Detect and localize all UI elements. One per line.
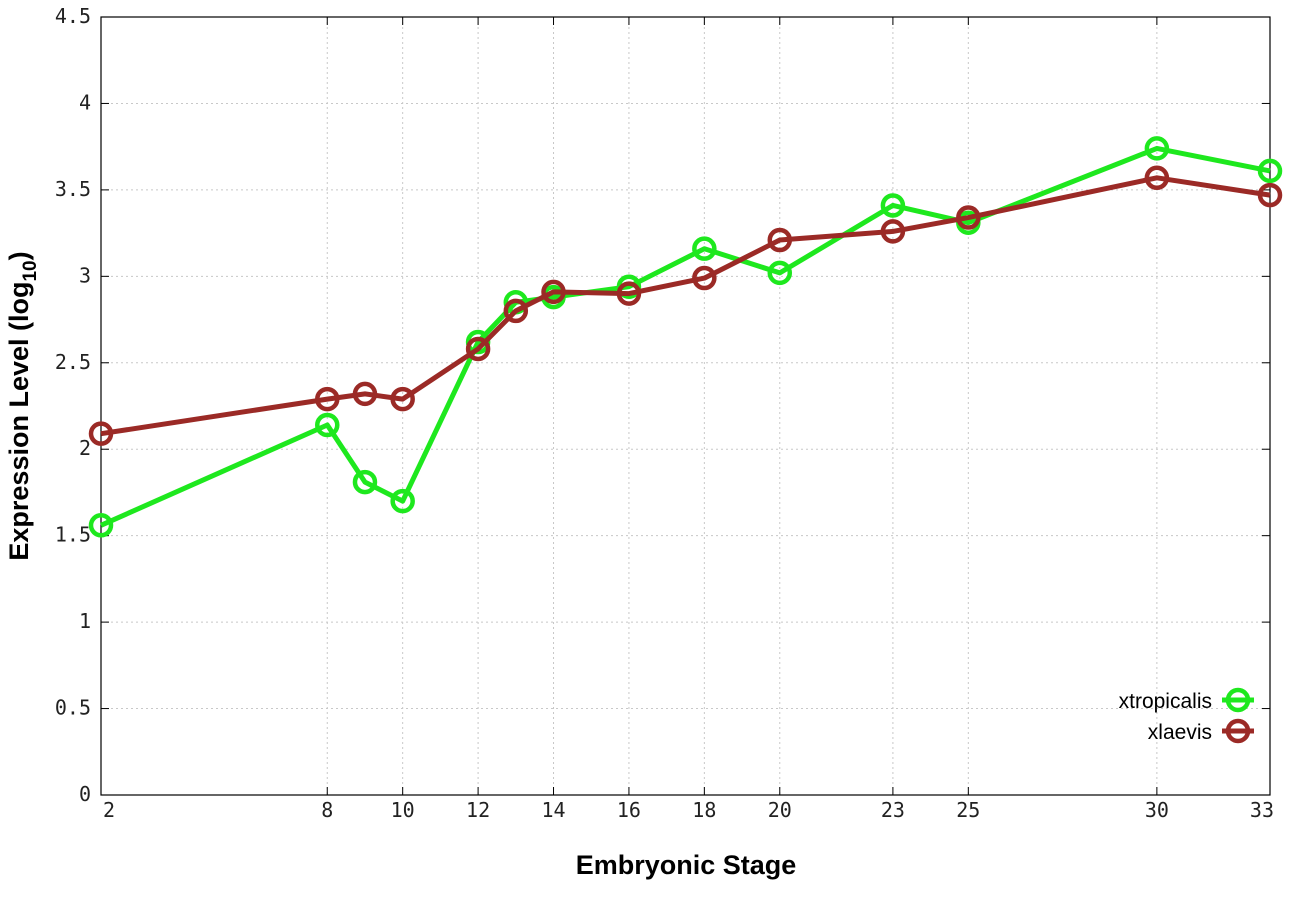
data-point-xtropicalis — [767, 260, 793, 286]
data-point-xtropicalis — [88, 513, 114, 538]
y-tick-label: 0.5 — [55, 696, 91, 720]
series-xtropicalis — [88, 136, 1283, 538]
data-point-xlaevis — [1257, 182, 1283, 208]
data-point-xtropicalis — [1257, 158, 1283, 184]
x-tick-label: 20 — [768, 798, 792, 822]
x-tick-label: 10 — [391, 798, 415, 822]
legend-label-xlaevis: xlaevis — [1148, 721, 1212, 744]
data-point-xtropicalis — [1144, 136, 1170, 161]
legend-label-xtropicalis: xtropicalis — [1119, 690, 1212, 713]
data-point-xlaevis — [503, 298, 529, 324]
x-tick-label: 14 — [541, 798, 565, 822]
y-axis-title-main: Expression Level (log — [4, 282, 34, 561]
tick-marks — [100, 16, 1271, 796]
legend-entry-xlaevis: xlaevis — [1148, 718, 1254, 744]
data-point-xlaevis — [767, 227, 793, 253]
y-axis-title-close: ) — [4, 251, 34, 260]
data-point-xtropicalis — [390, 488, 415, 514]
data-point-xtropicalis — [692, 236, 717, 261]
x-tick-label: 25 — [956, 798, 980, 822]
y-tick-label: 1.5 — [55, 523, 91, 547]
data-point-xlaevis — [390, 386, 415, 412]
data-point-xlaevis — [315, 386, 340, 412]
data-point-xlaevis — [352, 381, 378, 407]
series-line-xlaevis — [100, 175, 1271, 437]
y-tick-label: 3.5 — [55, 177, 91, 201]
y-tick-label: 4 — [79, 90, 91, 114]
data-point-xlaevis — [541, 279, 566, 305]
y-tick-label: 2 — [79, 436, 91, 460]
x-tick-label: 2 — [103, 798, 115, 822]
x-tick-label: 23 — [881, 798, 905, 822]
y-axis-title-subscript: 10 — [20, 260, 41, 281]
data-point-xlaevis — [465, 336, 491, 362]
x-axis-title: Embryonic Stage — [576, 850, 797, 880]
y-tick-label: 3 — [79, 263, 91, 287]
y-tick-label: 4.5 — [55, 4, 91, 28]
legend-marker-xlaevis — [1225, 718, 1251, 744]
data-point-xlaevis — [616, 281, 642, 306]
y-tick-label: 0 — [79, 782, 91, 806]
x-tick-label: 16 — [617, 798, 641, 822]
legend-entry-xtropicalis: xtropicalis — [1119, 687, 1254, 713]
data-point-xtropicalis — [315, 412, 340, 438]
legend-marker-xtropicalis — [1225, 687, 1251, 713]
y-tick-label: 1 — [79, 609, 91, 633]
data-point-xlaevis — [88, 421, 114, 446]
data-point-xlaevis — [880, 219, 906, 244]
x-tick-label: 12 — [466, 798, 490, 822]
data-point-xlaevis — [956, 205, 981, 230]
x-tick-label: 18 — [692, 798, 716, 822]
series-layer — [88, 136, 1283, 538]
plot-frame — [100, 16, 1271, 796]
y-tick-label: 2.5 — [55, 350, 91, 374]
series-line-xtropicalis — [99, 145, 1271, 528]
y-tick-labels: 0 0.5 1 1.5 2 2.5 3 3.5 4 4.5 — [55, 4, 91, 806]
x-tick-label: 30 — [1145, 798, 1169, 822]
x-tick-labels: 2 8 10 12 14 16 18 20 23 25 30 33 — [103, 798, 1274, 822]
data-point-xtropicalis — [352, 469, 378, 495]
series-xlaevis — [88, 165, 1283, 446]
y-axis-title: Expression Level (log10) — [4, 251, 41, 560]
data-point-xlaevis — [1144, 165, 1170, 191]
legend: xtropicalis xlaevis — [1119, 687, 1254, 744]
x-tick-label: 8 — [321, 798, 333, 822]
data-point-xlaevis — [692, 265, 717, 291]
data-point-xtropicalis — [880, 193, 906, 218]
x-tick-label: 33 — [1250, 798, 1274, 822]
